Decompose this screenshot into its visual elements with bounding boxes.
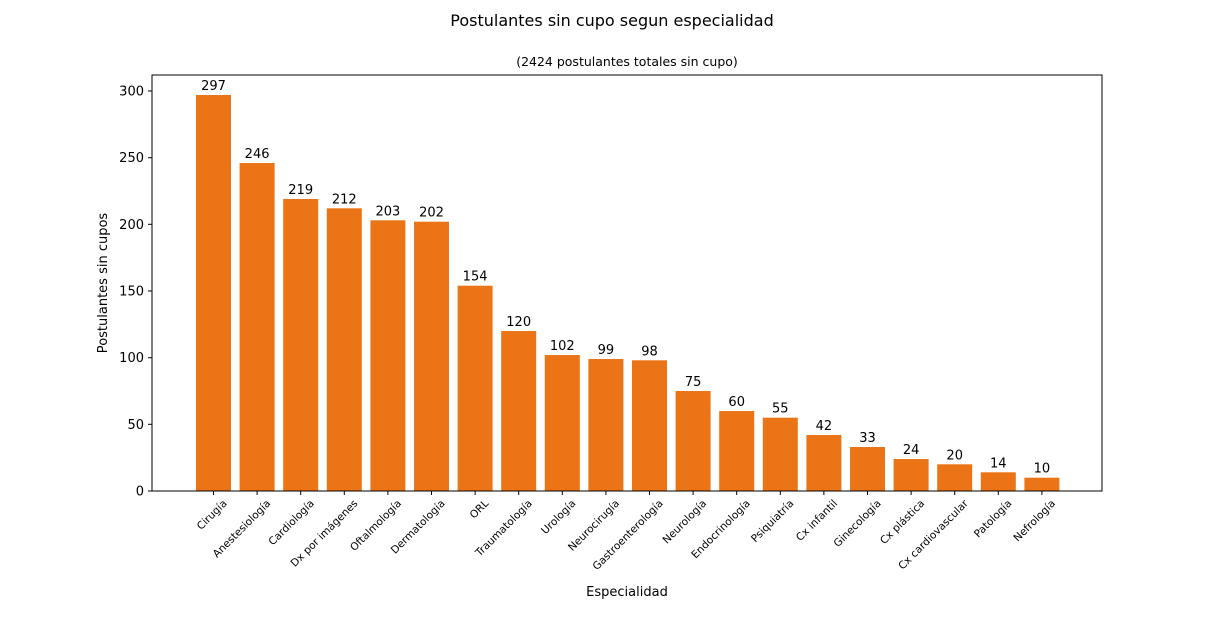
y-axis-label: Postulantes sin cupos [96,213,111,354]
bar [196,95,231,491]
x-tick-label: Urología [539,498,578,537]
y-tick-label: 200 [119,218,144,233]
bar [719,411,755,491]
bar-value-label: 219 [288,183,313,198]
plot-frame [151,74,1103,492]
x-tick-label: Psiquiatría [749,498,796,545]
bar-value-label: 55 [772,402,789,417]
bar [239,163,275,491]
bar [937,464,973,491]
bar-value-label: 33 [859,431,876,446]
bar-value-label: 297 [201,79,226,94]
x-tick-label: Cx infantil [794,498,840,544]
y-tick-label: 100 [119,351,144,366]
bar [588,359,624,491]
bar [806,435,842,491]
bar-value-label: 20 [946,448,963,463]
y-tick-label: 250 [119,151,144,166]
y-tick-label: 300 [119,85,144,100]
bar [501,331,537,491]
bar [414,221,449,491]
x-tick-label: Patología [972,498,1015,541]
x-axis-label: Especialidad [586,585,668,600]
bar-value-label: 14 [990,456,1007,471]
x-tick-label: Nefrología [1011,498,1058,545]
bar-value-label: 102 [550,339,575,354]
bar [1024,477,1060,491]
chart-subtitle: (2424 postulantes totales sin cupo) [516,54,738,69]
bar-value-label: 99 [598,343,615,358]
bar [893,459,929,491]
bar-value-label: 98 [641,344,658,359]
bar-value-label: 42 [816,419,833,434]
bar-value-label: 246 [245,147,270,162]
bar [980,472,1016,491]
bar-value-label: 203 [375,204,400,219]
x-tick-label: ORL [468,498,492,522]
bar-value-label: 24 [903,443,920,458]
y-tick-label: 0 [136,485,144,500]
bars-group [196,95,1060,492]
y-axis: 0 50 100 150 200 250 300 [119,85,152,500]
bar-labels-group: 297 246 219 212 203 202 154 120 102 99 98 75 60 55 42 3… [201,79,1050,477]
y-tick-label: 150 [119,285,144,300]
y-tick-label: 50 [127,418,144,433]
bar [544,355,580,491]
bar [762,417,798,491]
bar [675,391,711,491]
bar-value-label: 60 [728,395,745,410]
bar [850,447,885,491]
bar [457,285,493,491]
chart-title: Postulantes sin cupo segun especialidad [450,11,773,30]
bar-value-label: 10 [1034,462,1051,477]
bar-value-label: 75 [685,375,702,390]
bar-value-label: 120 [506,315,531,330]
bar-value-label: 154 [463,270,488,285]
bar-value-label: 212 [332,192,357,207]
bar-value-label: 202 [419,206,444,221]
bar [370,220,406,492]
bar [632,360,667,491]
bar [283,199,319,491]
bar [326,208,362,492]
x-tick-label: Cirugía [195,498,230,533]
